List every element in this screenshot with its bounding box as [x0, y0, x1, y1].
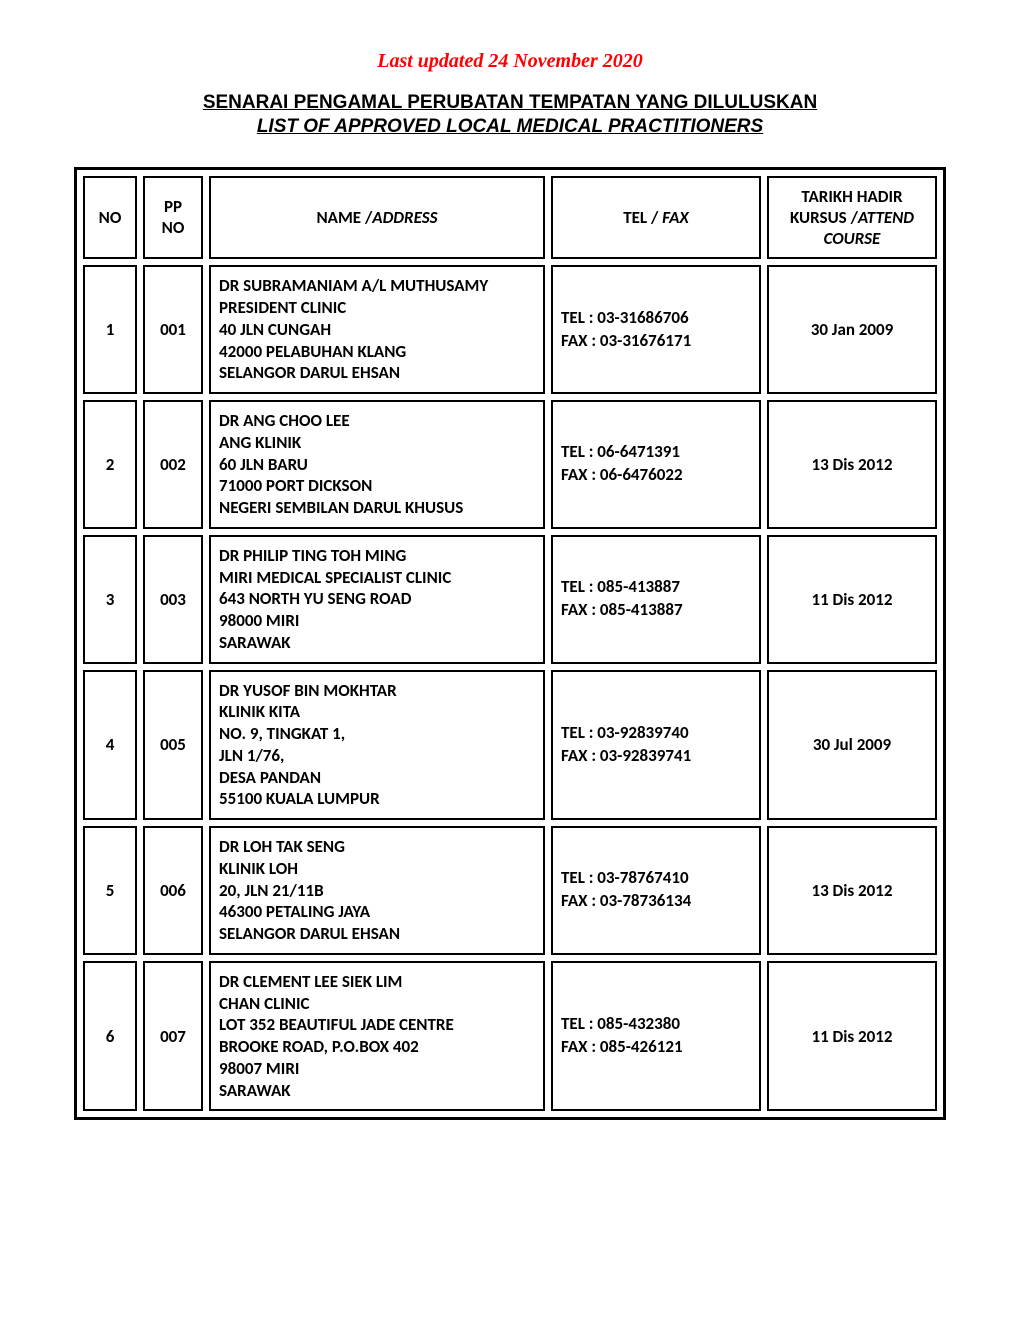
cell-tel-fax: TEL : 03-92839740FAX : 03-92839741 [551, 670, 761, 821]
col-header-name: NAME /ADDRESS [209, 176, 545, 260]
page: Last updated 24 November 2020 SENARAI PE… [0, 0, 1020, 1320]
col-header-date-l2b: ATTEND [858, 207, 914, 228]
cell-tel-fax: TEL : 03-78767410FAX : 03-78736134 [551, 826, 761, 955]
title-line-1: SENARAI PENGAMAL PERUBATAN TEMPATAN YANG… [203, 92, 817, 113]
table-header-row: NO PP NO NAME /ADDRESS TEL / FAX TARIKH … [83, 176, 937, 260]
cell-course-date: 13 Dis 2012 [767, 826, 937, 955]
cell-course-date: 30 Jul 2009 [767, 670, 937, 821]
cell-name-address: DR SUBRAMANIAM A/L MUTHUSAMYPRESIDENT CL… [209, 265, 545, 394]
cell-course-date: 13 Dis 2012 [767, 400, 937, 529]
col-header-tel-part1: TEL / [623, 207, 662, 228]
cell-course-date: 11 Dis 2012 [767, 961, 937, 1112]
col-header-date-l3: COURSE [824, 228, 881, 249]
cell-no: 6 [83, 961, 137, 1112]
cell-ppno: 007 [143, 961, 203, 1112]
col-header-date-l1: TARIKH HADIR [801, 186, 902, 207]
cell-name-address: DR LOH TAK SENGKLINIK LOH20, JLN 21/11B4… [209, 826, 545, 955]
table-row: 3003DR PHILIP TING TOH MINGMIRI MEDICAL … [83, 535, 937, 664]
table-row: 5006DR LOH TAK SENGKLINIK LOH20, JLN 21/… [83, 826, 937, 955]
practitioners-table: NO PP NO NAME /ADDRESS TEL / FAX TARIKH … [74, 167, 946, 1121]
cell-name-address: DR PHILIP TING TOH MINGMIRI MEDICAL SPEC… [209, 535, 545, 664]
cell-ppno: 002 [143, 400, 203, 529]
col-header-pp: PP [164, 196, 182, 217]
cell-name-address: DR CLEMENT LEE SIEK LIMCHAN CLINICLOT 35… [209, 961, 545, 1112]
cell-ppno: 003 [143, 535, 203, 664]
cell-course-date: 30 Jan 2009 [767, 265, 937, 394]
col-header-name-part2: ADDRESS [372, 207, 437, 228]
col-header-tel: TEL / FAX [551, 176, 761, 260]
cell-no: 2 [83, 400, 137, 529]
col-header-date: TARIKH HADIR KURSUS /ATTEND COURSE [767, 176, 937, 260]
cell-tel-fax: TEL : 085-432380FAX : 085-426121 [551, 961, 761, 1112]
cell-name-address: DR YUSOF BIN MOKHTARKLINIK KITANO. 9, TI… [209, 670, 545, 821]
col-header-no-text: NO [99, 207, 122, 228]
table-row: 2002DR ANG CHOO LEEANG KLINIK60 JLN BARU… [83, 400, 937, 529]
col-header-name-part1: NAME / [316, 207, 372, 228]
cell-ppno: 001 [143, 265, 203, 394]
cell-tel-fax: TEL : 03-31686706FAX : 03-31676171 [551, 265, 761, 394]
last-updated-line: Last updated 24 November 2020 [74, 50, 946, 73]
table-header: NO PP NO NAME /ADDRESS TEL / FAX TARIKH … [83, 176, 937, 260]
cell-no: 4 [83, 670, 137, 821]
cell-no: 3 [83, 535, 137, 664]
col-header-tel-part2: FAX [662, 207, 689, 228]
title-line-2: LIST OF APPROVED LOCAL MEDICAL PRACTITIO… [257, 116, 763, 137]
cell-course-date: 11 Dis 2012 [767, 535, 937, 664]
col-header-date-l2a: KURSUS / [790, 207, 858, 228]
table-row: 4005DR YUSOF BIN MOKHTARKLINIK KITANO. 9… [83, 670, 937, 821]
cell-tel-fax: TEL : 06-6471391FAX : 06-6476022 [551, 400, 761, 529]
cell-tel-fax: TEL : 085-413887FAX : 085-413887 [551, 535, 761, 664]
table-row: 6007DR CLEMENT LEE SIEK LIMCHAN CLINICLO… [83, 961, 937, 1112]
col-header-pp-no: NO [162, 217, 185, 238]
cell-ppno: 006 [143, 826, 203, 955]
col-header-ppno: PP NO [143, 176, 203, 260]
cell-no: 1 [83, 265, 137, 394]
title-block: SENARAI PENGAMAL PERUBATAN TEMPATAN YANG… [74, 91, 946, 139]
cell-ppno: 005 [143, 670, 203, 821]
cell-no: 5 [83, 826, 137, 955]
table-row: 1001DR SUBRAMANIAM A/L MUTHUSAMYPRESIDEN… [83, 265, 937, 394]
table-body: 1001DR SUBRAMANIAM A/L MUTHUSAMYPRESIDEN… [83, 265, 937, 1111]
cell-name-address: DR ANG CHOO LEEANG KLINIK60 JLN BARU7100… [209, 400, 545, 529]
col-header-no: NO [83, 176, 137, 260]
